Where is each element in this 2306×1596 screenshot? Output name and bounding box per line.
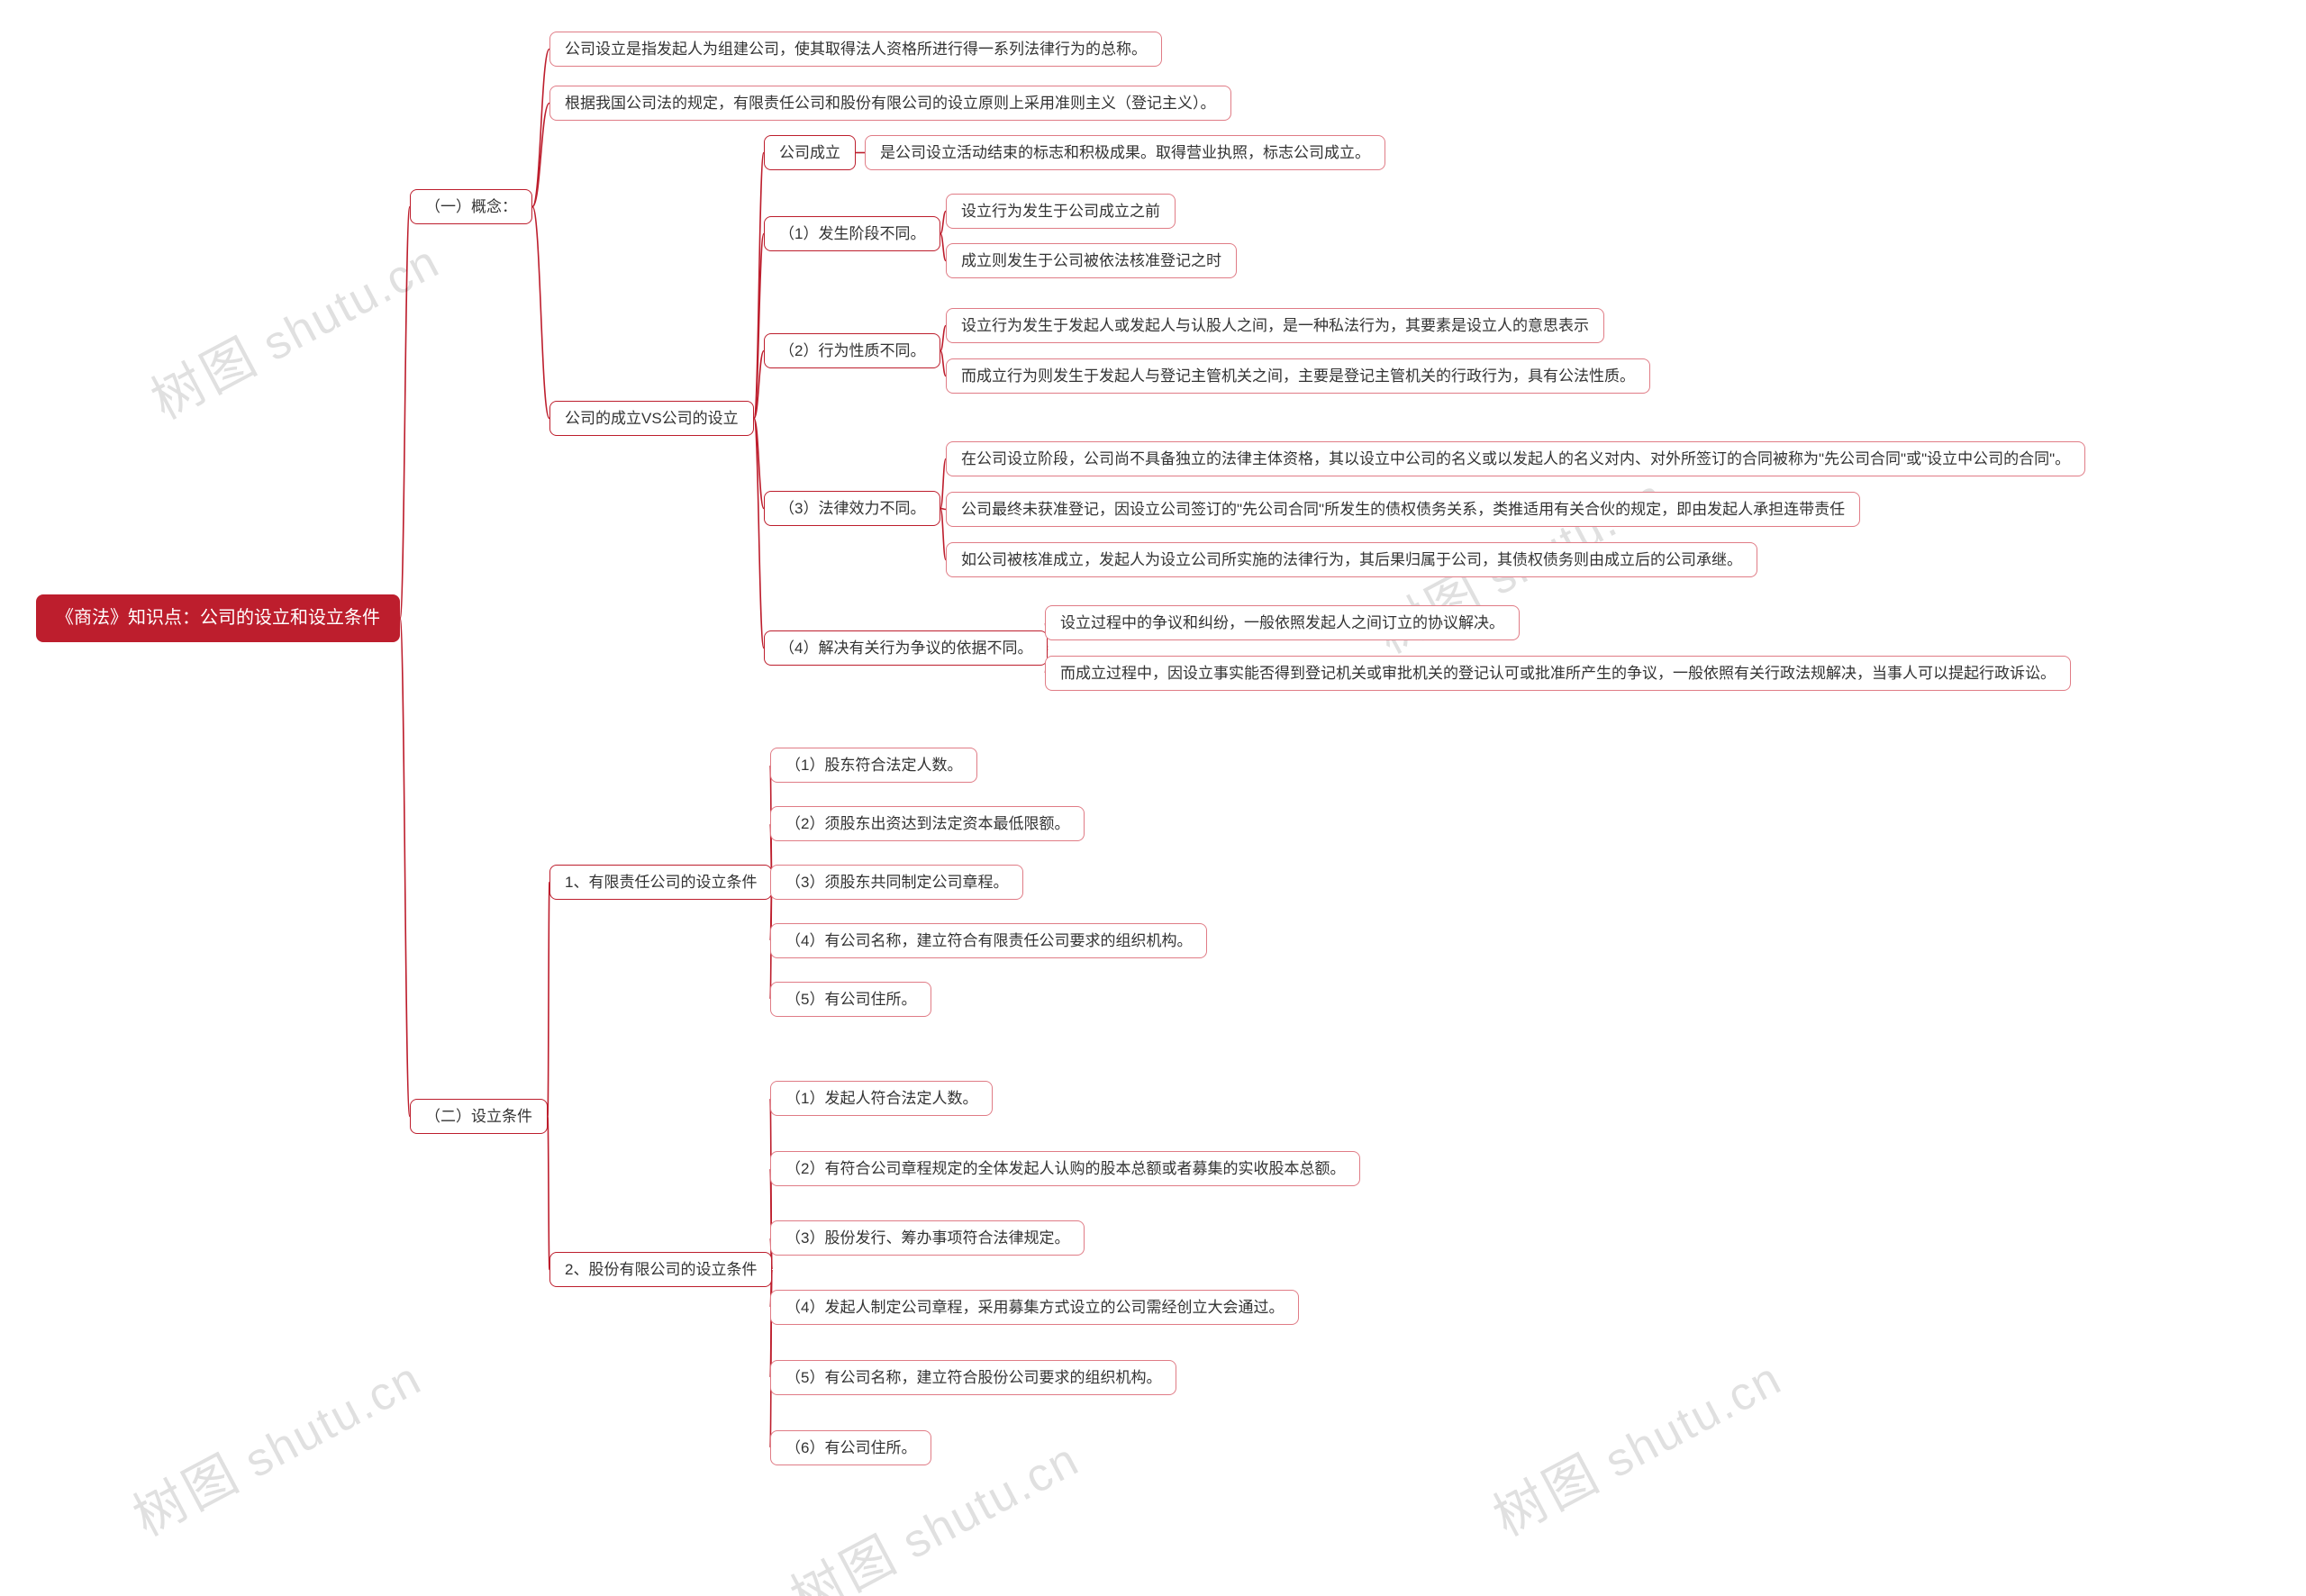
node-n2[interactable]: （二）设立条件: [410, 1099, 548, 1134]
node-n1c3b[interactable]: 而成立行为则发生于发起人与登记主管机关之间，主要是登记主管机关的行政行为，具有公…: [946, 358, 1650, 394]
node-n2a3[interactable]: （3）须股东共同制定公司章程。: [770, 865, 1023, 900]
node-n1c[interactable]: 公司的成立VS公司的设立: [549, 401, 754, 436]
node-n1c3a[interactable]: 设立行为发生于发起人或发起人与认股人之间，是一种私法行为，其要素是设立人的意思表…: [946, 308, 1604, 343]
node-n2a1[interactable]: （1）股东符合法定人数。: [770, 748, 977, 783]
node-root[interactable]: 《商法》知识点：公司的设立和设立条件: [36, 594, 400, 642]
node-n2b4[interactable]: （4）发起人制定公司章程，采用募集方式设立的公司需经创立大会通过。: [770, 1290, 1299, 1325]
edge-n1-n1a: [532, 50, 549, 207]
node-n1c2[interactable]: （1）发生阶段不同。: [764, 216, 940, 251]
edge-n1c-n1c2: [754, 234, 764, 419]
node-n2a5[interactable]: （5）有公司住所。: [770, 982, 931, 1017]
edges-layer: [0, 0, 2306, 1596]
node-n1c4b[interactable]: 公司最终未获准登记，因设立公司签订的"先公司合同"所发生的债权债务关系，类推适用…: [946, 492, 1860, 527]
node-n1c4[interactable]: （3）法律效力不同。: [764, 491, 940, 526]
node-n1[interactable]: （一）概念：: [410, 189, 532, 224]
edge-n1c-n1c4: [754, 419, 764, 509]
watermark: 树图shutu.cn: [1478, 1336, 1793, 1551]
edge-n1c-n1c5: [754, 419, 764, 648]
watermark: 树图shutu.cn: [118, 1336, 432, 1551]
node-n2b1[interactable]: （1）发起人符合法定人数。: [770, 1081, 993, 1116]
node-n1c5b[interactable]: 而成立过程中，因设立事实能否得到登记机关或审批机关的登记认可或批准所产生的争议，…: [1045, 656, 2071, 691]
node-n1c1a[interactable]: 是公司设立活动结束的标志和积极成果。取得营业执照，标志公司成立。: [865, 135, 1385, 170]
edge-n2-n2b: [548, 1117, 549, 1270]
edge-n2-n2a: [548, 883, 549, 1117]
node-n1c3[interactable]: （2）行为性质不同。: [764, 333, 940, 368]
edge-root-n2: [400, 619, 410, 1117]
node-n2b3[interactable]: （3）股份发行、筹办事项符合法律规定。: [770, 1220, 1085, 1256]
node-n2b6[interactable]: （6）有公司住所。: [770, 1430, 931, 1465]
node-n1c5a[interactable]: 设立过程中的争议和纠纷，一般依照发起人之间订立的协议解决。: [1045, 605, 1520, 640]
watermark: 树图shutu.cn: [136, 219, 450, 434]
edge-n1-n1c: [532, 207, 549, 419]
node-n1c2b[interactable]: 成立则发生于公司被依法核准登记之时: [946, 243, 1237, 278]
node-n1c2a[interactable]: 设立行为发生于公司成立之前: [946, 194, 1176, 229]
node-n2b5[interactable]: （5）有公司名称，建立符合股份公司要求的组织机构。: [770, 1360, 1176, 1395]
node-n1b[interactable]: 根据我国公司法的规定，有限责任公司和股份有限公司的设立原则上采用准则主义（登记主…: [549, 86, 1231, 121]
node-n2a2[interactable]: （2）须股东出资达到法定资本最低限额。: [770, 806, 1085, 841]
edge-n1c-n1c1: [754, 153, 764, 419]
node-n2a4[interactable]: （4）有公司名称，建立符合有限责任公司要求的组织机构。: [770, 923, 1207, 958]
mindmap-canvas: 树图shutu.cn树图shutu.cn树图shutu.cn树图shutu.cn…: [0, 0, 2306, 1596]
node-n2b2[interactable]: （2）有符合公司章程规定的全体发起人认购的股本总额或者募集的实收股本总额。: [770, 1151, 1360, 1186]
edge-n1-n1b: [532, 104, 549, 207]
edge-root-n1: [400, 207, 410, 619]
node-n2a[interactable]: 1、有限责任公司的设立条件: [549, 865, 772, 900]
node-n2b[interactable]: 2、股份有限公司的设立条件: [549, 1252, 772, 1287]
node-n1c1[interactable]: 公司成立: [764, 135, 856, 170]
node-n1c4a[interactable]: 在公司设立阶段，公司尚不具备独立的法律主体资格，其以设立中公司的名义或以发起人的…: [946, 441, 2085, 476]
node-n1c5[interactable]: （4）解决有关行为争议的依据不同。: [764, 630, 1048, 666]
node-n1a[interactable]: 公司设立是指发起人为组建公司，使其取得法人资格所进行得一系列法律行为的总称。: [549, 32, 1162, 67]
node-n1c4c[interactable]: 如公司被核准成立，发起人为设立公司所实施的法律行为，其后果归属于公司，其债权债务…: [946, 542, 1757, 577]
edge-n1c-n1c3: [754, 351, 764, 419]
